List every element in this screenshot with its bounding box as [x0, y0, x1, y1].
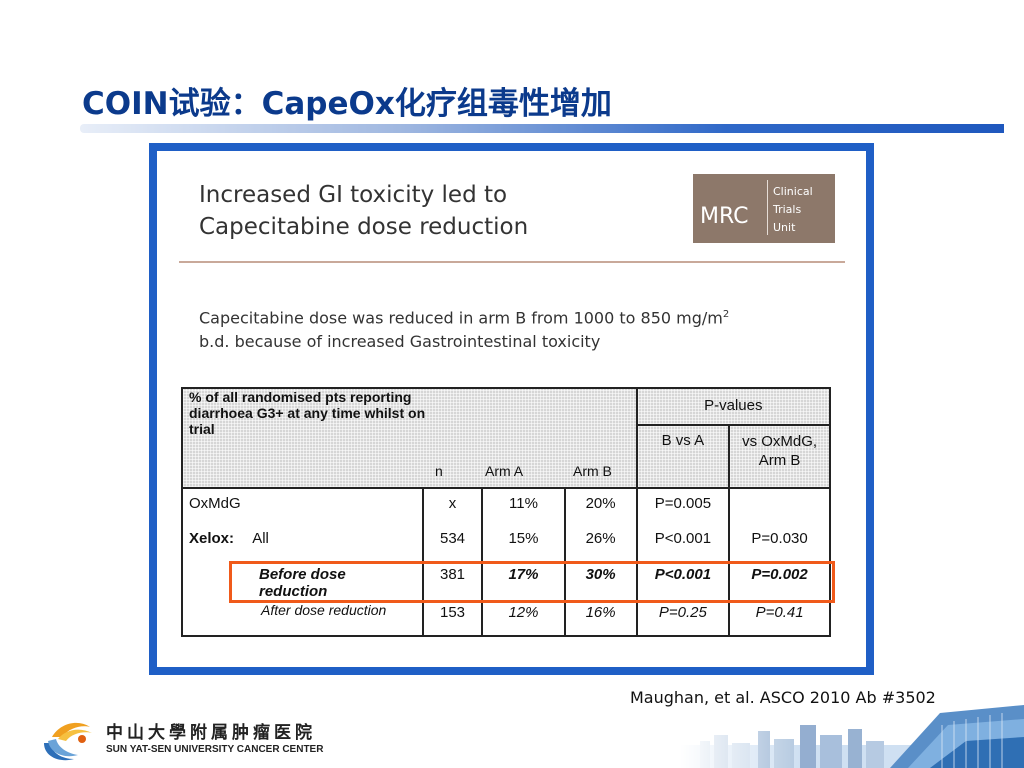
mrc-logo-line2: Trials — [773, 203, 802, 216]
mrc-logo-abbr: MRC — [700, 204, 749, 229]
mrc-logo: MRC Clinical Trials Unit — [693, 174, 835, 243]
panel-note-main: Capecitabine dose was reduced in arm B f… — [199, 308, 723, 328]
row-after-arm-a: 12% — [482, 600, 566, 637]
table-row: Xelox: All 534 15% 26% P<0.001 P=0.030 — [181, 520, 831, 558]
hospital-name-en: SUN YAT-SEN UNIVERSITY CANCER CENTER — [106, 744, 324, 755]
mrc-logo-line1: Clinical — [773, 185, 813, 198]
table-header-arm-b: Arm B — [573, 463, 612, 479]
row-before-n: 381 — [422, 558, 484, 600]
city-skyline-icon — [680, 705, 1024, 768]
row-oxmdg-vs-oxmdg — [729, 487, 831, 520]
row-before-arm-b: 30% — [564, 558, 638, 600]
citation: Maughan, et al. ASCO 2010 Ab #3502 — [630, 688, 936, 707]
mrc-logo-line3: Unit — [773, 221, 796, 234]
table-header-vs-oxmdg: vs OxMdG, Arm B — [729, 423, 831, 488]
row-oxmdg-arm-a: 11% — [482, 487, 566, 520]
content-panel: Increased GI toxicity led to Capecitabin… — [149, 143, 874, 675]
mrc-logo-divider — [767, 180, 768, 235]
row-oxmdg-n: x — [422, 487, 484, 520]
panel-divider — [179, 261, 845, 263]
row-xelox-all-vs-oxmdg: P=0.030 — [729, 520, 831, 558]
table-row: Before dose reduction 381 17% 30% P<0.00… — [181, 558, 831, 600]
table-header-main: % of all randomised pts reporting diarrh… — [181, 387, 638, 488]
row-before-label: Before dose reduction — [181, 558, 424, 600]
panel-note-tail: b.d. because of increased Gastrointestin… — [199, 332, 601, 352]
row-xelox-group: Xelox: — [189, 530, 235, 547]
row-after-arm-b: 16% — [564, 600, 638, 637]
row-oxmdg-arm-b: 20% — [564, 487, 638, 520]
table-header-arm-a: Arm A — [485, 463, 524, 479]
table-header-n: n — [435, 463, 443, 479]
row-oxmdg-label: OxMdG — [181, 487, 424, 520]
slide-title: COIN试验：CapeOx化疗组毒性增加 — [82, 86, 612, 122]
toxicity-table: % of all randomised pts reporting diarrh… — [181, 387, 832, 637]
sysucc-logo-icon — [44, 722, 92, 761]
hospital-name-cn: 中山大學附属肿瘤医院 — [106, 723, 316, 743]
row-xelox-all-sub: All — [252, 530, 269, 547]
row-after-vs-oxmdg: P=0.41 — [729, 600, 831, 637]
panel-note-superscript: 2 — [722, 309, 730, 320]
row-xelox-all-n: 534 — [422, 520, 484, 558]
table-row: After dose reduction 153 12% 16% P=0.25 … — [181, 600, 831, 637]
table-row: OxMdG x 11% 20% P=0.005 — [181, 487, 831, 520]
table-header-b-vs-a: B vs A — [636, 423, 731, 488]
row-xelox-all-arm-b: 26% — [564, 520, 638, 558]
table-header-pvalues: P-values — [636, 387, 832, 425]
panel-heading: Increased GI toxicity led to Capecitabin… — [199, 182, 529, 240]
row-after-label: After dose reduction — [181, 600, 424, 637]
row-xelox-all-label: Xelox: All — [181, 520, 424, 558]
row-after-b-vs-a: P=0.25 — [636, 600, 731, 637]
row-before-vs-oxmdg: P=0.002 — [729, 558, 831, 600]
row-before-arm-a: 17% — [482, 558, 566, 600]
row-xelox-all-arm-a: 15% — [482, 520, 566, 558]
row-oxmdg-b-vs-a: P=0.005 — [636, 487, 731, 520]
panel-note: Capecitabine dose was reduced in arm B f… — [199, 303, 839, 354]
table-header-main-label: % of all randomised pts reporting diarrh… — [189, 389, 426, 437]
mrc-logo-subtitle: Clinical Trials Unit — [773, 183, 813, 237]
title-underline — [80, 124, 1004, 133]
row-xelox-all-b-vs-a: P<0.001 — [636, 520, 731, 558]
row-after-n: 153 — [422, 600, 484, 637]
row-before-b-vs-a: P<0.001 — [636, 558, 731, 600]
